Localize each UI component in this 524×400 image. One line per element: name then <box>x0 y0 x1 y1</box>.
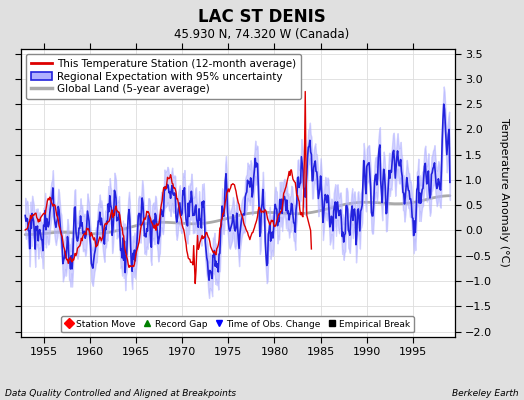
Legend: Station Move, Record Gap, Time of Obs. Change, Empirical Break: Station Move, Record Gap, Time of Obs. C… <box>61 316 414 332</box>
Text: Data Quality Controlled and Aligned at Breakpoints: Data Quality Controlled and Aligned at B… <box>5 389 236 398</box>
Text: 45.930 N, 74.320 W (Canada): 45.930 N, 74.320 W (Canada) <box>174 28 350 41</box>
Text: Berkeley Earth: Berkeley Earth <box>452 389 519 398</box>
Text: LAC ST DENIS: LAC ST DENIS <box>198 8 326 26</box>
Y-axis label: Temperature Anomaly (°C): Temperature Anomaly (°C) <box>499 118 509 267</box>
